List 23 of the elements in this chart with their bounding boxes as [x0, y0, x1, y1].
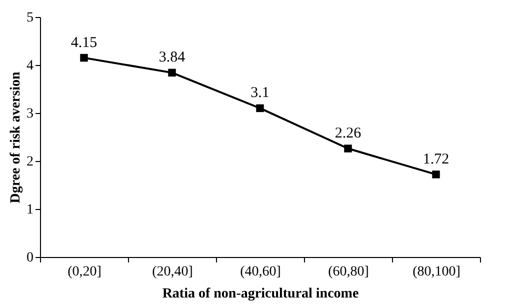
- y-tick-label: 0: [26, 250, 34, 266]
- point: [80, 54, 88, 62]
- x-axis-title: Ratia of non-agricultural income: [162, 286, 359, 302]
- data-label: 3.84: [158, 50, 186, 66]
- point: [432, 170, 440, 178]
- x-tick-label: (0,20]: [68, 264, 102, 280]
- point: [344, 144, 352, 152]
- data-label: 4.15: [70, 34, 98, 51]
- y-tick-label: 3: [26, 106, 34, 122]
- data-label: 2.26: [334, 126, 362, 142]
- point: [256, 104, 264, 112]
- y-tick-label: 1: [26, 202, 34, 218]
- y-axis-title: Dgree of risk aversion: [8, 72, 24, 204]
- x-tick-label: (40,60]: [240, 264, 281, 280]
- data-label: 1.72: [422, 151, 450, 168]
- y-tick-label: 5: [26, 10, 34, 26]
- y-tick-label: 4: [26, 58, 34, 74]
- x-tick-label: (20,40]: [152, 264, 193, 280]
- y-tick-label: 2: [26, 154, 34, 170]
- data-label: 3.1: [250, 85, 270, 102]
- x-tick-label: (60,80]: [328, 264, 369, 280]
- x-tick-label: (80,100]: [412, 264, 460, 280]
- point: [168, 68, 176, 77]
